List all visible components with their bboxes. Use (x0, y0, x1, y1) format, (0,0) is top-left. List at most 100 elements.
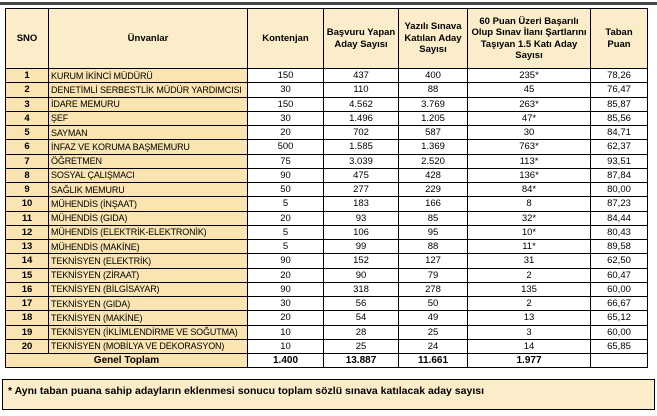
table-row: 12 MÜHENDİS (ELEKTRİK-ELEKTRONİK) 5 106 95 10… (5, 224, 648, 241)
cell-title: MÜHENDİS (ELEKTRİK-ELEKTRONİK) (48, 224, 248, 241)
cell-sno: 4 (5, 110, 49, 127)
cell-title: İDARE MEMURU (48, 96, 248, 112)
cell-yazili: 428 (398, 167, 468, 184)
cell-sno: 10 (5, 196, 49, 212)
total-label: Genel Toplam (5, 352, 248, 369)
table-row: 1 KURUM İKİNCİ MÜDÜRÜ 150 437 400 235* 78,26 (5, 67, 648, 84)
cell-taban: 65,12 (590, 310, 648, 326)
column-header-kontenjan: Kontenjan (247, 8, 324, 69)
cell-basvuru: 25 (323, 338, 399, 355)
table-row: 20 TEKNİSYEN (MOBİLYA VE DEKORASYON) 10 25 2… (5, 338, 648, 355)
cell-title: TEKNİSYEN (GIDA) (48, 295, 248, 312)
cell-taban: 80,00 (590, 181, 648, 198)
cell-basarili: 2 (467, 267, 591, 283)
table-row: 16 TEKNİSYEN (BİLGİSAYAR) 90 318 278 135 60,00 (5, 281, 648, 298)
cell-kontenjan: 150 (247, 67, 324, 84)
cell-basvuru: 3.039 (323, 153, 399, 169)
cell-kontenjan: 90 (247, 167, 324, 184)
cell-basarili: 31 (467, 253, 591, 269)
cell-sno: 5 (5, 124, 49, 141)
column-header-unvanlar: Ünvanlar (48, 8, 248, 69)
table-row: 10 MÜHENDİS (İNŞAAT) 5 183 166 8 87,23 (5, 196, 648, 212)
cell-taban: 60,00 (590, 281, 648, 298)
cell-basarili: 235* (467, 67, 591, 84)
cell-taban: 80,43 (590, 224, 648, 241)
cell-yazili: 400 (398, 67, 468, 84)
cell-taban: 62,50 (590, 253, 648, 269)
column-header-yazili: Yazılı Sınava Katılan Aday Sayısı (398, 8, 468, 69)
table-row: 7 ÖĞRETMEN 75 3.039 2.520 113* 93,51 (5, 153, 648, 169)
cell-basarili: 84* (467, 181, 591, 198)
cell-kontenjan: 30 (247, 82, 324, 98)
cell-sno: 8 (5, 167, 49, 184)
cell-yazili: 49 (398, 310, 468, 326)
cell-title: TEKNİSYEN (ZİRAAT) (48, 267, 248, 283)
column-header-taban: Taban Puan (590, 8, 648, 69)
cell-taban: 66,67 (590, 295, 648, 312)
cell-taban: 93,51 (590, 153, 648, 169)
header-row: SNO Ünvanlar Kontenjan Başvuru Yapan Ada… (5, 8, 648, 69)
cell-title: TEKNİSYEN (MAKİNE) (48, 310, 248, 326)
cell-title: MÜHENDİS (İNŞAAT) (48, 196, 248, 212)
cell-kontenjan: 90 (247, 253, 324, 269)
table-row: 2 DENETİMLİ SERBESTLİK MÜDÜR YARDIMCISI 30… (5, 82, 648, 98)
cell-sno: 6 (5, 139, 49, 155)
total-row: Genel Toplam 1.400 13.887 11.661 1.977 (5, 352, 648, 369)
cell-title: SAĞLIK MEMURU (48, 181, 248, 198)
cell-basvuru: 183 (323, 196, 399, 212)
table-row: 6 İNFAZ VE KORUMA BAŞMEMURU 500 1.585 1.369 7… (5, 139, 648, 155)
page-edge-rule (0, 2, 657, 5)
cell-basvuru: 110 (323, 82, 399, 98)
cell-basarili: 763* (467, 139, 591, 155)
cell-basvuru: 1.496 (323, 110, 399, 127)
cell-taban: 85,87 (590, 96, 648, 112)
cell-basvuru: 4.562 (323, 96, 399, 112)
cell-taban: 62,37 (590, 139, 648, 155)
cell-basvuru: 702 (323, 124, 399, 141)
cell-sno: 2 (5, 82, 49, 98)
cell-taban: 60,47 (590, 267, 648, 283)
cell-title: TEKNİSYEN (MOBİLYA VE DEKORASYON) (48, 338, 248, 355)
cell-basvuru: 56 (323, 295, 399, 312)
cell-basarili: 8 (467, 196, 591, 212)
cell-title: SOSYAL ÇALIŞMACI (48, 167, 248, 184)
table-row: 19 TEKNİSYEN (İKLİMLENDİRME VE SOĞUTMA) 10… (5, 324, 648, 340)
cell-sno: 15 (5, 267, 49, 283)
cell-basvuru: 277 (323, 181, 399, 198)
cell-basvuru: 152 (323, 253, 399, 269)
cell-yazili: 88 (398, 238, 468, 255)
table-row: 8 SOSYAL ÇALIŞMACI 90 475 428 136* 87,84 (5, 167, 648, 184)
cell-basarili: 30 (467, 124, 591, 141)
table-header: SNO Ünvanlar Kontenjan Başvuru Yapan Ada… (5, 8, 648, 69)
cell-basarili: 10* (467, 224, 591, 241)
cell-sno: 20 (5, 338, 49, 355)
cell-kontenjan: 150 (247, 96, 324, 112)
cell-yazili: 3.769 (398, 96, 468, 112)
cell-taban: 65,85 (590, 338, 648, 355)
cell-kontenjan: 5 (247, 196, 324, 212)
cell-basvuru: 475 (323, 167, 399, 184)
cell-yazili: 50 (398, 295, 468, 312)
cell-taban: 84,71 (590, 124, 648, 141)
cell-taban: 78,26 (590, 67, 648, 84)
table-body: 1 KURUM İKİNCİ MÜDÜRÜ 150 437 400 235* 78,26 2 D… (5, 67, 648, 369)
cell-yazili: 587 (398, 124, 468, 141)
cell-title: TEKNİSYEN (BİLGİSAYAR) (48, 281, 248, 298)
table-row: 14 TEKNİSYEN (ELEKTRİK) 90 152 127 31 62,50 (5, 253, 648, 269)
cell-basarili: 135 (467, 281, 591, 298)
table-row: 9 SAĞLIK MEMURU 50 277 229 84* 80,00 (5, 181, 648, 198)
cell-kontenjan: 20 (247, 310, 324, 326)
cell-basarili: 263* (467, 96, 591, 112)
total-value: 1.977 (467, 352, 591, 369)
footnote: * Aynı taban puana sahip adayların eklen… (2, 379, 655, 410)
cell-title: MÜHENDİS (GIDA) (48, 210, 248, 226)
column-header-basvuru: Başvuru Yapan Aday Sayısı (323, 8, 399, 69)
cell-taban: 89,58 (590, 238, 648, 255)
cell-basvuru: 318 (323, 281, 399, 298)
cell-title: ŞEF (48, 110, 248, 127)
cell-yazili: 278 (398, 281, 468, 298)
cell-taban: 76,47 (590, 82, 648, 98)
cell-basarili: 2 (467, 295, 591, 312)
cell-sno: 7 (5, 153, 49, 169)
